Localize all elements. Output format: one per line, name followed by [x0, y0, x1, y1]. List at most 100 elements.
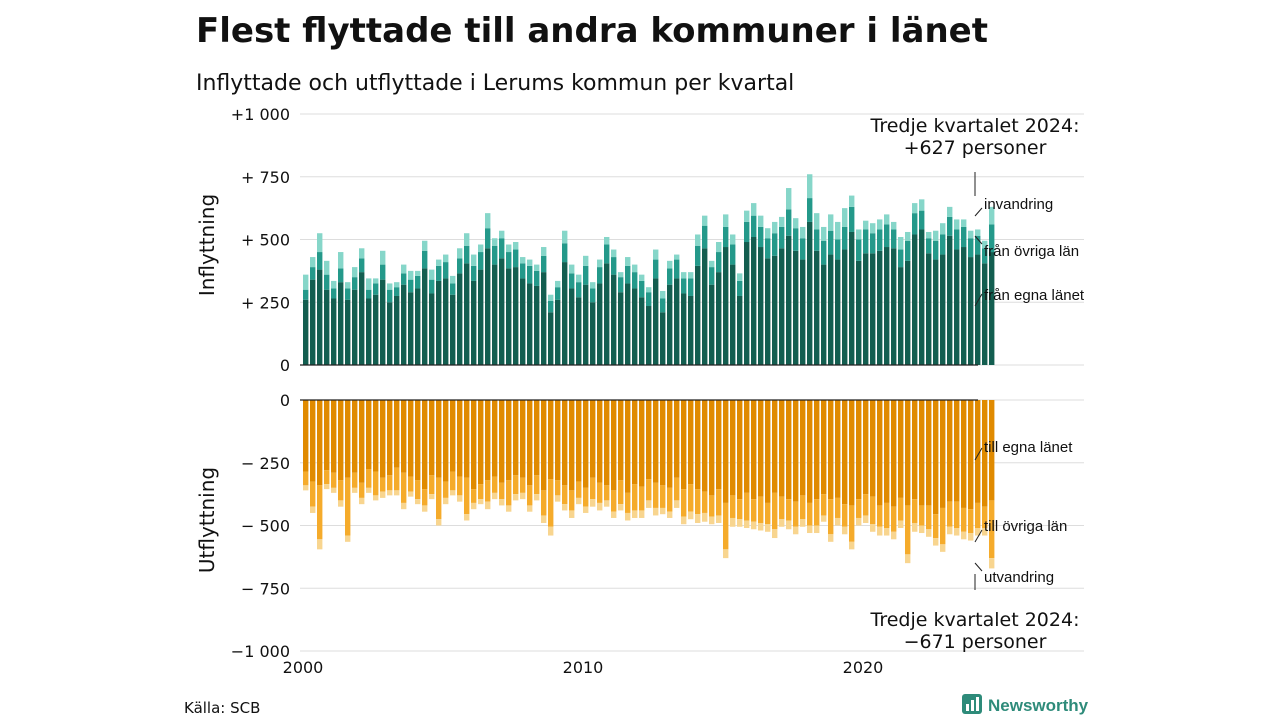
bar-out-2: [590, 477, 596, 500]
bar-out-2: [821, 494, 827, 516]
bar-out-1: [905, 400, 911, 506]
bar-out-3: [646, 500, 652, 508]
gridlines: [300, 113, 1084, 652]
bar-in-3: [695, 234, 701, 246]
bar-in-2: [870, 233, 876, 254]
bar-out-1: [429, 400, 435, 476]
bar-out-1: [576, 400, 582, 482]
bar-out-2: [814, 499, 820, 526]
bar-out-1: [373, 400, 379, 472]
bar-out-2: [744, 492, 750, 521]
bar-out-1: [723, 400, 729, 503]
chart-title: Flest flyttade till andra kommuner i län…: [196, 11, 988, 51]
bar-out-3: [562, 504, 568, 511]
bar-out-1: [793, 400, 799, 502]
bar-in-2: [814, 229, 820, 251]
bar-in-3: [303, 274, 309, 290]
bar-out-1: [919, 400, 925, 506]
bar-in-3: [688, 272, 694, 279]
out-y-tick-label: − 750: [241, 579, 290, 598]
bar-out-2: [331, 472, 337, 488]
bar-in-1: [492, 264, 498, 365]
bar-out-2: [562, 485, 568, 505]
bar-out-1: [471, 400, 477, 490]
bar-in-3: [415, 270, 421, 276]
bar-in-2: [989, 224, 995, 253]
bar-in-3: [667, 260, 673, 269]
bar-in-2: [303, 289, 309, 300]
bar-out-1: [338, 400, 344, 481]
bar-out-2: [828, 499, 834, 535]
bar-out-3: [849, 541, 855, 550]
bar-in-3: [555, 280, 561, 288]
bar-in-3: [744, 210, 750, 222]
bar-in-3: [632, 264, 638, 273]
bar-out-2: [548, 479, 554, 527]
bar-out-1: [492, 400, 498, 477]
out-y-tick-label: −1 000: [231, 642, 290, 661]
bar-out-3: [569, 510, 575, 518]
bar-out-1: [702, 400, 708, 492]
bar-in-2: [618, 277, 624, 293]
bar-in-1: [751, 236, 757, 365]
bar-in-1: [387, 302, 393, 365]
out-callout-line-2: −671 personer: [904, 631, 1047, 653]
bar-in-3: [373, 278, 379, 284]
bar-in-3: [611, 249, 617, 258]
bar-out-3: [653, 507, 659, 516]
bar-in-1: [716, 272, 722, 365]
bar-in-1: [667, 284, 673, 365]
bar-in-2: [863, 229, 869, 254]
bar-out-3: [709, 516, 715, 525]
bar-out-2: [856, 499, 862, 518]
bar-in-3: [422, 240, 428, 251]
bar-out-2: [779, 496, 785, 520]
bar-in-1: [737, 295, 743, 365]
bar-in-3: [653, 249, 659, 260]
bar-out-3: [723, 549, 729, 559]
bar-out-2: [723, 502, 729, 550]
bar-out-2: [975, 502, 981, 529]
bar-out-2: [485, 480, 491, 502]
bar-out-3: [520, 492, 526, 500]
bar-in-1: [975, 254, 981, 365]
in-y-tick-label: + 750: [241, 168, 290, 187]
bar-out-2: [695, 489, 701, 515]
bar-in-2: [933, 240, 939, 260]
bar-in-1: [905, 260, 911, 365]
bar-in-3: [338, 252, 344, 269]
bar-in-2: [919, 210, 925, 230]
bar-out-1: [506, 400, 512, 481]
bar-out-1: [604, 400, 610, 486]
bar-in-1: [324, 289, 330, 365]
bar-out-2: [541, 490, 547, 516]
bar-out-2: [618, 480, 624, 505]
bar-in-2: [604, 244, 610, 264]
bar-in-2: [436, 265, 442, 281]
bar-out-2: [989, 500, 995, 559]
bar-out-2: [401, 472, 407, 503]
in-axis-label: Inflyttning: [195, 194, 219, 296]
bar-out-1: [653, 400, 659, 483]
bar-in-3: [919, 199, 925, 211]
bar-in-1: [940, 254, 946, 365]
bar-out-3: [485, 501, 491, 510]
bar-in-3: [548, 294, 554, 301]
bar-out-1: [730, 400, 736, 496]
bar-out-3: [793, 526, 799, 535]
bar-out-3: [436, 519, 442, 526]
bar-in-2: [912, 213, 918, 235]
bar-out-1: [408, 400, 414, 477]
bar-out-2: [807, 502, 813, 526]
bar-in-3: [485, 213, 491, 229]
bar-in-1: [450, 294, 456, 365]
bar-out-1: [674, 400, 680, 478]
bar-out-2: [863, 494, 869, 516]
bar-out-1: [422, 400, 428, 490]
bar-in-3: [310, 257, 316, 268]
bar-out-1: [758, 400, 764, 497]
bar-out-2: [555, 480, 561, 496]
bar-in-1: [429, 293, 435, 365]
bar-in-3: [884, 214, 890, 225]
bar-in-3: [492, 238, 498, 246]
